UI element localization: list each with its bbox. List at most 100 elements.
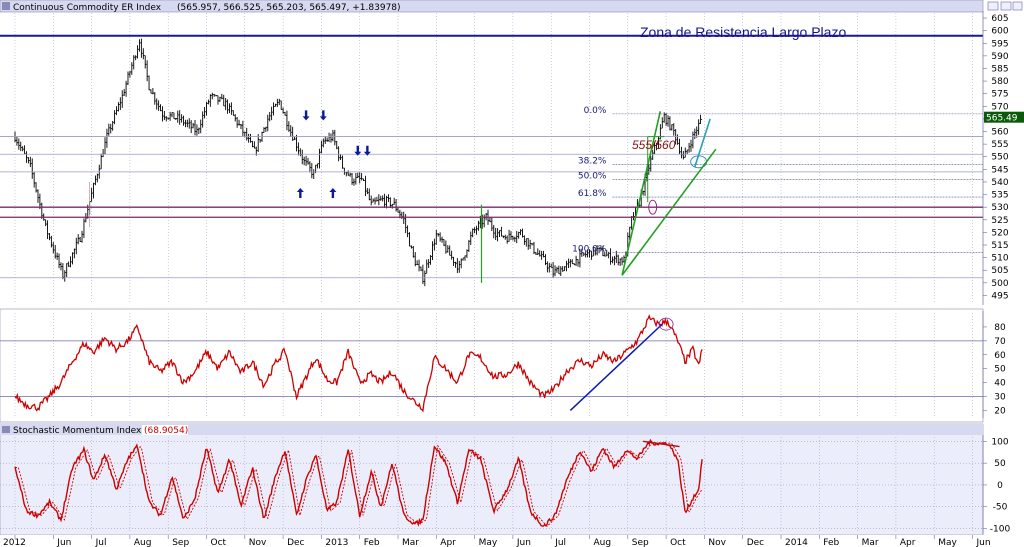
price-trend-lines bbox=[621, 111, 717, 276]
y-tick-label: 550 bbox=[991, 153, 1008, 163]
y-tick-label: 515 bbox=[991, 241, 1008, 251]
momentum-series-line bbox=[14, 314, 703, 413]
y-tick-label: 510 bbox=[991, 254, 1008, 264]
time-tick-label: 2014 bbox=[785, 538, 808, 547]
momentum-grid bbox=[0, 313, 983, 416]
time-tick-label: Mar bbox=[862, 538, 879, 547]
time-tick-label: Jun bbox=[56, 538, 71, 547]
y-tick-label: 80 bbox=[994, 323, 1006, 333]
trend-line bbox=[621, 148, 717, 276]
y-tick-label: 40 bbox=[994, 379, 1006, 389]
y-tick-label: 605 bbox=[991, 14, 1008, 24]
y-tick-label: 50 bbox=[994, 459, 1006, 469]
window-control-icons bbox=[987, 1, 1023, 11]
momentum-line bbox=[14, 314, 703, 413]
momentum-trend bbox=[569, 323, 663, 411]
time-tick-label: 2013 bbox=[325, 538, 348, 547]
time-tick-label: Jun bbox=[516, 538, 531, 547]
smi-series-line bbox=[14, 438, 703, 527]
y-tick-label: 545 bbox=[991, 165, 1008, 175]
time-axis-background bbox=[0, 535, 1024, 547]
price-title-bar bbox=[0, 0, 984, 13]
close-price-value: 565.49 bbox=[986, 114, 1018, 124]
y-tick-label: 525 bbox=[991, 216, 1008, 226]
trend-line bbox=[694, 118, 711, 168]
smi-line bbox=[14, 438, 703, 527]
fib-level-label: 38.2% bbox=[578, 156, 607, 166]
fibonacci-retracement: 0.0% 38.2% 50.0% 61.8% 100.0% bbox=[89, 106, 983, 283]
price-ohlc-readout: (565.957, 566.525, 565.203, 565.497, +1.… bbox=[177, 3, 401, 13]
y-tick-label: -100 bbox=[990, 525, 1011, 535]
price-grid bbox=[14, 13, 973, 303]
y-tick-label: 580 bbox=[991, 77, 1008, 87]
y-tick-label: 70 bbox=[994, 337, 1006, 347]
time-axis: 2012 Jun Jul Aug Sep Oct Nov Dec 2013 Feb Mar Apr Ma… bbox=[3, 535, 991, 547]
price-panel-background bbox=[0, 0, 1024, 306]
price-levels bbox=[0, 34, 983, 279]
panel-menu-icon[interactable] bbox=[2, 2, 10, 10]
y-tick-label: 505 bbox=[991, 266, 1008, 276]
time-tick-label: Aug bbox=[594, 538, 612, 547]
time-tick-label: Apr bbox=[900, 538, 916, 547]
y-tick-label: 0 bbox=[997, 481, 1003, 491]
y-tick-label: 100 bbox=[991, 437, 1008, 447]
smi-menu-icon[interactable] bbox=[2, 426, 10, 433]
close-icon[interactable] bbox=[1000, 1, 1012, 11]
smi-grid bbox=[0, 437, 983, 532]
y-tick-label: 600 bbox=[991, 27, 1008, 37]
time-tick-label: Sep bbox=[632, 538, 649, 547]
price-title: Continuous Commodity ER Index (565.957, … bbox=[2, 2, 401, 13]
y-tick-label: 520 bbox=[991, 228, 1008, 238]
time-tick-label: Oct bbox=[670, 538, 686, 547]
time-tick-label: May bbox=[479, 538, 498, 547]
momentum-circle bbox=[658, 317, 674, 331]
y-tick-label: 585 bbox=[991, 64, 1008, 74]
time-tick-label: Jun bbox=[976, 538, 991, 547]
y-tick-label: 575 bbox=[991, 90, 1008, 100]
time-tick-label: Nov bbox=[708, 538, 726, 547]
smi-title-bar bbox=[0, 424, 983, 435]
pivot-arrows bbox=[296, 110, 371, 199]
y-tick-label: 535 bbox=[991, 191, 1008, 201]
time-tick-label: Dec bbox=[747, 538, 764, 547]
arrow-up-icon bbox=[296, 188, 304, 199]
arrow-down-icon bbox=[319, 110, 327, 121]
time-tick-label: Feb bbox=[364, 538, 380, 547]
time-tick-label: Apr bbox=[440, 538, 456, 547]
time-tick-label: Feb bbox=[823, 538, 839, 547]
time-tick-label: Dec bbox=[287, 538, 304, 547]
fib-level-label: 0.0% bbox=[584, 106, 607, 116]
price-bars bbox=[14, 38, 703, 287]
time-tick-label: Oct bbox=[211, 538, 227, 547]
maximize-icon[interactable] bbox=[1012, 1, 1023, 11]
y-tick-label: 560 bbox=[991, 128, 1008, 138]
time-tick-label: 2012 bbox=[3, 538, 26, 547]
time-tick-label: Mar bbox=[402, 538, 419, 547]
fib-level-label: 50.0% bbox=[578, 171, 607, 181]
y-tick-label: 50 bbox=[994, 365, 1006, 375]
y-tick-label: 30 bbox=[994, 393, 1006, 403]
y-tick-label: 555 bbox=[991, 140, 1008, 150]
momentum-axis: 80 70 60 50 40 30 20 bbox=[982, 311, 1006, 418]
y-tick-label: 540 bbox=[991, 178, 1008, 188]
price-title-text: Continuous Commodity ER Index bbox=[13, 3, 162, 13]
smi-title-text: Stochastic Momentum Index bbox=[13, 426, 142, 436]
momentum-trend-line bbox=[569, 317, 674, 411]
y-tick-label: 495 bbox=[991, 291, 1008, 301]
momentum-panel-background bbox=[0, 308, 984, 423]
range-label: 555/560 bbox=[632, 138, 676, 152]
fib-level-label: 61.8% bbox=[578, 189, 607, 199]
time-tick-label: Sep bbox=[172, 538, 189, 547]
time-tick-label: Aug bbox=[134, 538, 152, 547]
y-tick-label: 500 bbox=[991, 279, 1008, 289]
y-tick-label: 590 bbox=[991, 52, 1008, 62]
trend-line bbox=[621, 111, 662, 276]
arrow-down-icon bbox=[363, 145, 371, 156]
y-tick-label: 60 bbox=[994, 351, 1006, 361]
y-tick-label: -50 bbox=[993, 503, 1008, 513]
smi-signal-line bbox=[15, 441, 703, 527]
minimize-icon[interactable] bbox=[987, 1, 999, 11]
pivot-circle bbox=[648, 199, 658, 215]
